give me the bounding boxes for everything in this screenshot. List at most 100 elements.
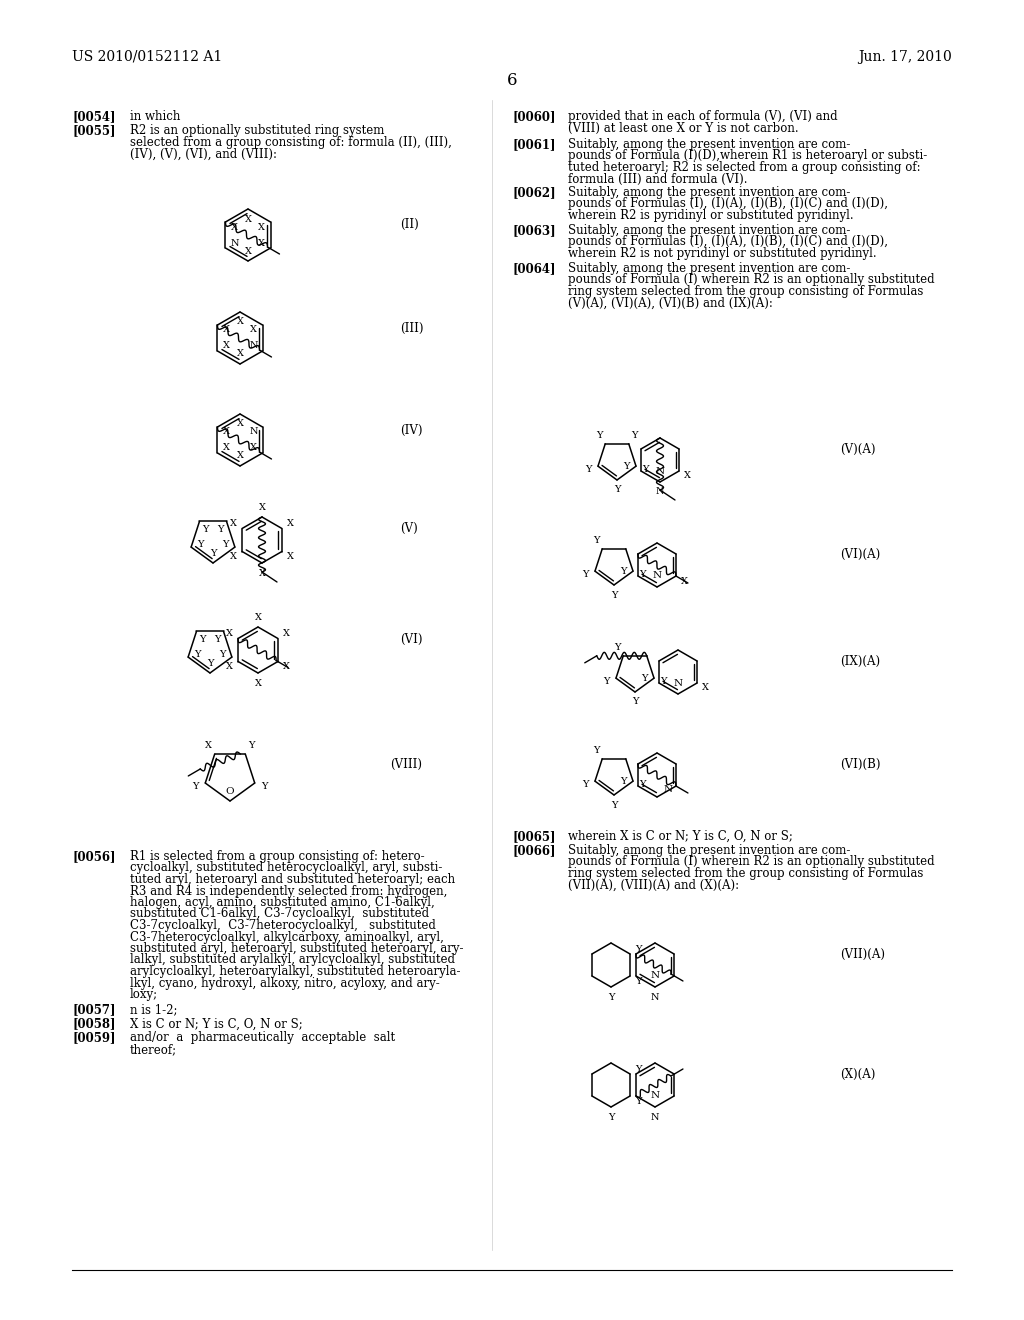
Text: X: X xyxy=(255,612,261,622)
Text: (II): (II) xyxy=(400,218,419,231)
Text: (IV), (V), (VI), and (VIII):: (IV), (V), (VI), and (VIII): xyxy=(130,148,278,161)
Text: [0056]: [0056] xyxy=(72,850,116,863)
Text: N: N xyxy=(650,972,659,981)
Text: Y: Y xyxy=(641,673,647,682)
Text: Y: Y xyxy=(199,635,206,644)
Text: (VI)(A): (VI)(A) xyxy=(840,548,881,561)
Text: Y: Y xyxy=(620,776,627,785)
Text: (VIII) at least one X or Y is not carbon.: (VIII) at least one X or Y is not carbon… xyxy=(568,121,799,135)
Text: N: N xyxy=(655,466,665,475)
Text: X: X xyxy=(283,630,290,638)
Text: X: X xyxy=(684,471,691,480)
Text: Y: Y xyxy=(261,781,267,791)
Text: (V)(A), (VI)(A), (VI)(B) and (IX)(A):: (V)(A), (VI)(A), (VI)(B) and (IX)(A): xyxy=(568,297,773,309)
Text: C3-7cycloalkyl,  C3-7heterocycloalkyl,   substituted: C3-7cycloalkyl, C3-7heterocycloalkyl, su… xyxy=(130,919,436,932)
Text: Y: Y xyxy=(193,781,199,791)
Text: Suitably, among the present invention are com-: Suitably, among the present invention ar… xyxy=(568,261,850,275)
Text: Y: Y xyxy=(586,465,592,474)
Text: X: X xyxy=(681,577,688,586)
Text: Y: Y xyxy=(210,549,216,557)
Text: X: X xyxy=(230,519,237,528)
Text: US 2010/0152112 A1: US 2010/0152112 A1 xyxy=(72,50,222,63)
Text: wherein X is C or N; Y is C, O, N or S;: wherein X is C or N; Y is C, O, N or S; xyxy=(568,830,793,843)
Text: X: X xyxy=(258,223,265,231)
Text: X: X xyxy=(245,247,252,256)
Text: Y: Y xyxy=(610,590,617,599)
Text: X: X xyxy=(237,350,244,359)
Text: halogen, acyl, amino, substituted amino, C1-6alkyl,: halogen, acyl, amino, substituted amino,… xyxy=(130,896,435,909)
Text: Y: Y xyxy=(636,1064,642,1073)
Text: Y: Y xyxy=(623,462,630,471)
Text: Y: Y xyxy=(610,800,617,809)
Text: arylcycloalkyl, heteroarylalkyl, substituted heteroaryla-: arylcycloalkyl, heteroarylalkyl, substit… xyxy=(130,965,461,978)
Text: X: X xyxy=(258,569,265,578)
Text: Y: Y xyxy=(636,1097,642,1106)
Text: Y: Y xyxy=(593,536,600,545)
Text: N: N xyxy=(650,993,659,1002)
Text: Y: Y xyxy=(614,643,621,652)
Text: formula (III) and formula (VI).: formula (III) and formula (VI). xyxy=(568,173,748,186)
Text: (VII)(A): (VII)(A) xyxy=(840,948,885,961)
Text: [0060]: [0060] xyxy=(512,110,555,123)
Text: X: X xyxy=(250,444,257,453)
Text: (VI): (VI) xyxy=(400,634,423,645)
Text: Suitably, among the present invention are com-: Suitably, among the present invention ar… xyxy=(568,139,850,150)
Text: tuted aryl, heteroaryl and substituted heteroaryl; each: tuted aryl, heteroaryl and substituted h… xyxy=(130,873,455,886)
Text: X: X xyxy=(287,519,294,528)
Text: pounds of Formula (I) wherein R2 is an optionally substituted: pounds of Formula (I) wherein R2 is an o… xyxy=(568,273,935,286)
Text: X is C or N; Y is C, O, N or S;: X is C or N; Y is C, O, N or S; xyxy=(130,1018,303,1031)
Text: Y: Y xyxy=(620,566,627,576)
Text: Y: Y xyxy=(583,570,589,578)
Text: X: X xyxy=(223,342,230,351)
Text: pounds of Formulas (I), (I)(A), (I)(B), (I)(C) and (I)(D),: pounds of Formulas (I), (I)(A), (I)(B), … xyxy=(568,198,888,210)
Text: N: N xyxy=(655,487,665,496)
Text: X: X xyxy=(255,678,261,688)
Text: Y: Y xyxy=(217,525,224,535)
Text: Y: Y xyxy=(608,1113,614,1122)
Text: n is 1-2;: n is 1-2; xyxy=(130,1003,177,1016)
Text: X: X xyxy=(223,444,230,453)
Text: N: N xyxy=(650,1092,659,1101)
Text: Y: Y xyxy=(202,525,209,535)
Text: X: X xyxy=(245,214,252,223)
Text: X: X xyxy=(258,239,265,248)
Text: cycloalkyl, substituted heterocycloalkyl, aryl, substi-: cycloalkyl, substituted heterocycloalkyl… xyxy=(130,862,442,874)
Text: ring system selected from the group consisting of Formulas: ring system selected from the group cons… xyxy=(568,867,924,880)
Text: selected from a group consisting of: formula (II), (III),: selected from a group consisting of: for… xyxy=(130,136,452,149)
Text: Y: Y xyxy=(207,659,213,668)
Text: N: N xyxy=(249,428,258,437)
Text: [0062]: [0062] xyxy=(512,186,556,199)
Text: (IX)(A): (IX)(A) xyxy=(840,655,880,668)
Text: Y: Y xyxy=(195,649,201,659)
Text: [0064]: [0064] xyxy=(512,261,555,275)
Text: X: X xyxy=(231,223,238,231)
Text: N: N xyxy=(674,678,683,688)
Text: N: N xyxy=(249,342,258,351)
Text: ring system selected from the group consisting of Formulas: ring system selected from the group cons… xyxy=(568,285,924,298)
Text: pounds of Formula (I)(D),wherein R1 is heteroaryl or substi-: pounds of Formula (I)(D),wherein R1 is h… xyxy=(568,149,928,162)
Text: X: X xyxy=(287,552,294,561)
Text: Y: Y xyxy=(636,945,642,953)
Text: wherein R2 is not pyridinyl or substituted pyridinyl.: wherein R2 is not pyridinyl or substitut… xyxy=(568,247,877,260)
Text: Y: Y xyxy=(632,697,638,706)
Text: Jun. 17, 2010: Jun. 17, 2010 xyxy=(858,50,952,63)
Text: loxy;: loxy; xyxy=(130,987,158,1001)
Text: Y: Y xyxy=(639,780,646,789)
Text: (V): (V) xyxy=(400,521,418,535)
Text: N: N xyxy=(230,239,239,248)
Text: Y: Y xyxy=(248,742,254,750)
Text: C3-7heterocycloalkyl, alkylcarboxy, aminoalkyl, aryl,: C3-7heterocycloalkyl, alkylcarboxy, amin… xyxy=(130,931,443,944)
Text: pounds of Formula (I) wherein R2 is an optionally substituted: pounds of Formula (I) wherein R2 is an o… xyxy=(568,855,935,869)
Text: Y: Y xyxy=(660,677,667,686)
Text: 6: 6 xyxy=(507,73,517,88)
Text: wherein R2 is pyridinyl or substituted pyridinyl.: wherein R2 is pyridinyl or substituted p… xyxy=(568,209,854,222)
Text: Suitably, among the present invention are com-: Suitably, among the present invention ar… xyxy=(568,843,850,857)
Text: [0057]: [0057] xyxy=(72,1003,116,1016)
Text: [0059]: [0059] xyxy=(72,1031,116,1044)
Text: [0061]: [0061] xyxy=(512,139,555,150)
Text: R3 and R4 is independently selected from: hydrogen,: R3 and R4 is independently selected from… xyxy=(130,884,447,898)
Text: X: X xyxy=(702,684,710,693)
Text: (V)(A): (V)(A) xyxy=(840,444,876,455)
Text: N: N xyxy=(652,572,662,581)
Text: X: X xyxy=(237,318,244,326)
